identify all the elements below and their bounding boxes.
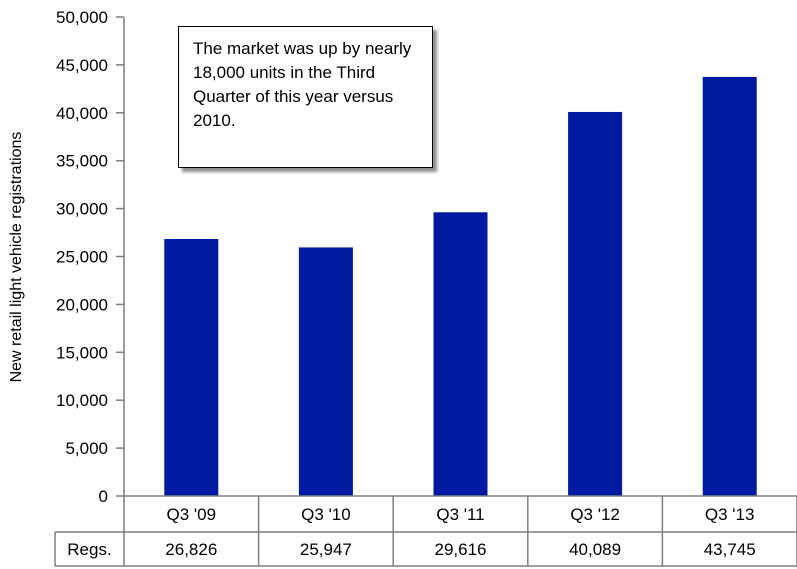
y-tick-label: 30,000 (56, 200, 108, 219)
annotation-callout: The market was up by nearly 18,000 units… (178, 26, 433, 168)
x-category-label: Q3 '10 (301, 505, 351, 524)
bar (568, 111, 623, 496)
bar (702, 76, 757, 496)
x-category-label: Q3 '12 (570, 505, 620, 524)
table-series-label: Regs. (67, 540, 111, 559)
bar (298, 247, 353, 496)
table-value-cell: 29,616 (435, 540, 487, 559)
y-tick-label: 15,000 (56, 343, 108, 362)
table-value-cell: 40,089 (569, 540, 621, 559)
bar (433, 212, 488, 496)
y-tick-label: 40,000 (56, 104, 108, 123)
axes: 0 5,000 10,000 15,000 20,000 25,000 30,000 35,0… (56, 8, 125, 566)
table-value-cell: 25,947 (300, 540, 352, 559)
bars (164, 76, 757, 496)
y-tick-label: 10,000 (56, 391, 108, 410)
x-category-label: Q3 '11 (436, 505, 484, 524)
y-tick-label: 5,000 (65, 439, 108, 458)
y-axis-label: New retail light vehicle registrations (8, 132, 25, 383)
data-table: Regs. Q3 '09 26,826 Q3 '10 25,947 Q3 '11 29,61… (54, 495, 797, 567)
y-tick-label: 35,000 (56, 152, 108, 171)
bar (164, 239, 219, 496)
y-tick-label: 45,000 (56, 56, 108, 75)
y-tick-label: 50,000 (56, 8, 108, 27)
x-category-label: Q3 '13 (705, 505, 755, 524)
table-value-cell: 26,826 (165, 540, 217, 559)
x-category-label: Q3 '09 (167, 505, 217, 524)
table-value-cell: 43,745 (704, 540, 756, 559)
y-tick-label: 0 (99, 487, 108, 506)
y-tick-label: 25,000 (56, 248, 108, 267)
y-tick-label: 20,000 (56, 295, 108, 314)
